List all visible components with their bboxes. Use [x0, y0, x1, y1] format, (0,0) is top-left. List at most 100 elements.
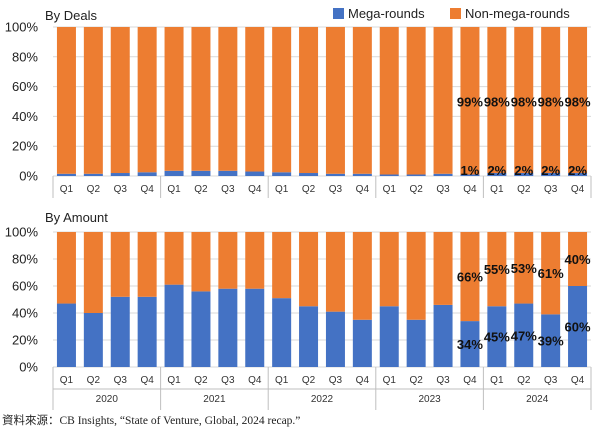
bar-non-mega — [568, 27, 588, 174]
bar-mega — [110, 173, 130, 176]
bar-non-mega — [137, 232, 157, 297]
y-tick-label: 40% — [12, 306, 38, 321]
legend-label-mega: Mega-rounds — [348, 6, 425, 21]
bar-non-mega — [191, 27, 211, 171]
bar-mega — [56, 173, 76, 176]
bar-non-mega — [406, 232, 426, 320]
legend-swatch-mega — [333, 8, 344, 19]
x-tick-label: Q3 — [544, 184, 558, 195]
data-label-mega: 1% — [461, 163, 480, 178]
x-tick-label: Q1 — [60, 375, 74, 386]
year-label: 2020 — [96, 394, 119, 405]
bar-mega — [137, 296, 157, 367]
bar-non-mega — [460, 232, 480, 322]
x-tick-label: Q3 — [114, 184, 128, 195]
y-tick-label: 60% — [12, 279, 38, 294]
bar-mega — [164, 170, 184, 176]
x-tick-label: Q4 — [248, 375, 262, 386]
bar-mega — [379, 306, 399, 367]
x-tick-label: Q4 — [356, 184, 370, 195]
bar-mega — [325, 311, 345, 367]
bar-mega — [245, 171, 265, 176]
bar-non-mega — [514, 27, 534, 174]
bar-non-mega — [56, 27, 76, 174]
legend-label-non-mega: Non-mega-rounds — [465, 6, 570, 21]
y-tick-label: 80% — [12, 49, 38, 64]
bar-non-mega — [379, 232, 399, 307]
y-tick-label: 20% — [12, 139, 38, 154]
bar-mega — [568, 286, 588, 367]
y-tick-label: 100% — [5, 20, 39, 35]
x-tick-label: Q2 — [302, 184, 316, 195]
year-label: 2024 — [526, 394, 549, 405]
data-label-non-mega: 40% — [565, 252, 591, 267]
x-tick-label: Q1 — [383, 375, 397, 386]
x-tick-label: Q4 — [140, 184, 154, 195]
bar-non-mega — [299, 27, 319, 174]
bar-non-mega — [379, 27, 399, 175]
bar-non-mega — [514, 232, 534, 304]
bar-mega — [568, 173, 588, 176]
bar-mega — [56, 303, 76, 367]
x-tick-label: Q2 — [194, 184, 208, 195]
x-tick-label: Q3 — [436, 375, 450, 386]
bar-non-mega — [245, 27, 265, 172]
x-tick-label: Q4 — [571, 184, 585, 195]
bar-non-mega — [568, 232, 588, 286]
bar-mega — [487, 173, 507, 176]
bar-mega — [541, 173, 561, 176]
x-tick-label: Q4 — [248, 184, 262, 195]
data-label-non-mega: 99% — [457, 95, 483, 110]
panel-title-deals: By Deals — [45, 8, 98, 23]
bar-mega — [541, 314, 561, 367]
y-tick-label: 40% — [12, 109, 38, 124]
bar-non-mega — [352, 27, 372, 174]
x-tick-label: Q2 — [87, 184, 101, 195]
x-tick-label: Q2 — [517, 375, 531, 386]
x-tick-label: Q3 — [221, 375, 235, 386]
y-tick-label: 20% — [12, 333, 38, 348]
data-label-mega: 45% — [484, 330, 510, 345]
bar-mega — [433, 173, 453, 176]
bar-mega — [352, 319, 372, 367]
bar-non-mega — [83, 232, 103, 313]
bar-mega — [460, 174, 480, 176]
data-label-mega: 2% — [487, 163, 506, 178]
x-tick-label: Q3 — [544, 375, 558, 386]
bar-mega — [110, 296, 130, 367]
panel-title-amount: By Amount — [45, 210, 108, 225]
data-label-non-mega: 66% — [457, 270, 483, 285]
data-label-mega: 34% — [457, 337, 483, 352]
bar-non-mega — [299, 232, 319, 307]
bar-mega — [245, 288, 265, 367]
x-tick-label: Q3 — [329, 375, 343, 386]
bar-non-mega — [433, 232, 453, 305]
x-tick-label: Q4 — [463, 184, 477, 195]
bar-mega — [487, 306, 507, 367]
bar-mega — [83, 313, 103, 367]
source-note: 資料來源：CB Insights, “State of Venture, Glo… — [2, 415, 301, 427]
bar-mega — [272, 298, 292, 367]
bar-mega — [325, 173, 345, 176]
bar-mega — [406, 319, 426, 367]
bar-mega — [191, 170, 211, 176]
data-label-non-mega: 98% — [565, 95, 591, 110]
x-tick-label: Q1 — [275, 375, 289, 386]
x-tick-label: Q2 — [409, 375, 423, 386]
bar-mega — [379, 174, 399, 176]
y-tick-label: 100% — [5, 225, 39, 240]
bar-non-mega — [56, 232, 76, 304]
data-label-non-mega: 61% — [538, 266, 564, 281]
bar-non-mega — [541, 27, 561, 174]
bar-mega — [433, 304, 453, 367]
bar-non-mega — [191, 232, 211, 292]
bar-non-mega — [218, 232, 238, 289]
x-tick-label: Q2 — [517, 184, 531, 195]
data-label-non-mega: 98% — [538, 95, 564, 110]
bar-non-mega — [272, 232, 292, 299]
bar-non-mega — [218, 27, 238, 171]
bar-mega — [164, 284, 184, 367]
bar-mega — [299, 173, 319, 176]
bar-non-mega — [541, 232, 561, 315]
